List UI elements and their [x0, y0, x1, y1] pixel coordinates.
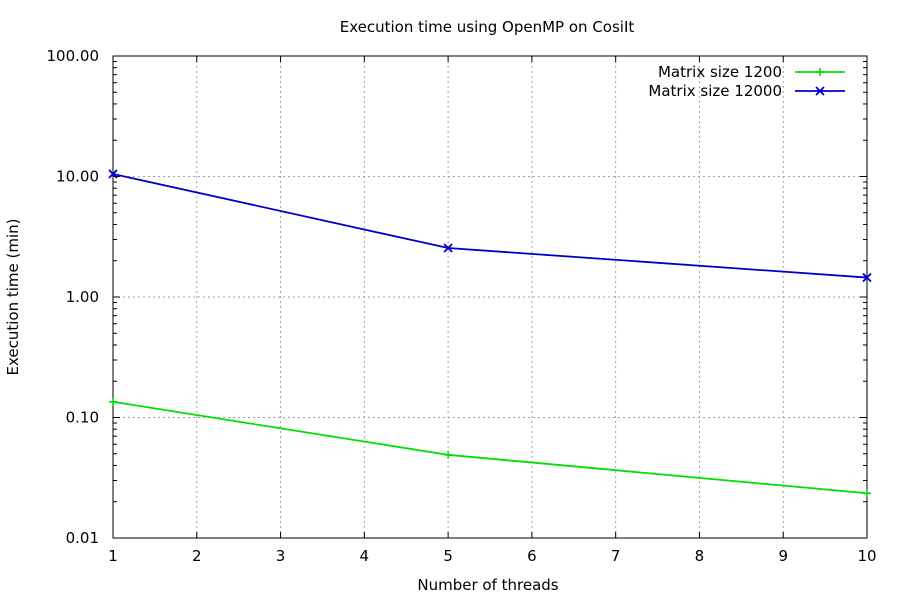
series-line-1	[112, 400, 868, 495]
y-tick-label: 1.00	[66, 288, 99, 306]
chart-title: Execution time using OpenMP on CosiIt	[340, 18, 635, 36]
x-axis: 1 2 3 4 5 6 7 8 9 10	[108, 56, 877, 565]
series-1-point	[444, 450, 453, 459]
x-tick-label: 1	[108, 547, 118, 565]
y-tick-label: 100.00	[47, 47, 100, 65]
y-tick-label: 10.00	[56, 168, 99, 186]
x-axis-title: Number of threads	[417, 576, 558, 594]
x-tick-label: 5	[443, 547, 453, 565]
series-2-point	[862, 272, 872, 283]
series-line-2	[112, 173, 868, 279]
legend-marker	[815, 86, 825, 96]
series-layer	[108, 169, 872, 498]
x-tick-label: 10	[857, 547, 876, 565]
series-1-point	[863, 489, 871, 498]
y-axis-title: Execution time (min)	[4, 218, 22, 375]
legend-marker	[816, 68, 824, 76]
y-axis: 0.01 0.10 1.00 10.00 100.00	[47, 47, 867, 547]
series-1-point	[109, 397, 117, 406]
x-tick-label: 6	[527, 547, 537, 565]
x-tick-label: 8	[695, 547, 705, 565]
x-tick-label: 2	[192, 547, 202, 565]
x-tick-label: 4	[360, 547, 370, 565]
y-tick-label: 0.10	[66, 409, 99, 427]
series-2-point	[443, 243, 453, 253]
x-tick-label: 7	[611, 547, 621, 565]
grid	[113, 56, 867, 538]
series-2-point	[108, 169, 118, 179]
legend-label: Matrix size 12000	[648, 82, 782, 100]
x-tick-label: 3	[276, 547, 286, 565]
legend-label: Matrix size 1200	[658, 63, 782, 81]
y-tick-label: 0.01	[66, 529, 99, 547]
x-tick-label: 9	[778, 547, 788, 565]
